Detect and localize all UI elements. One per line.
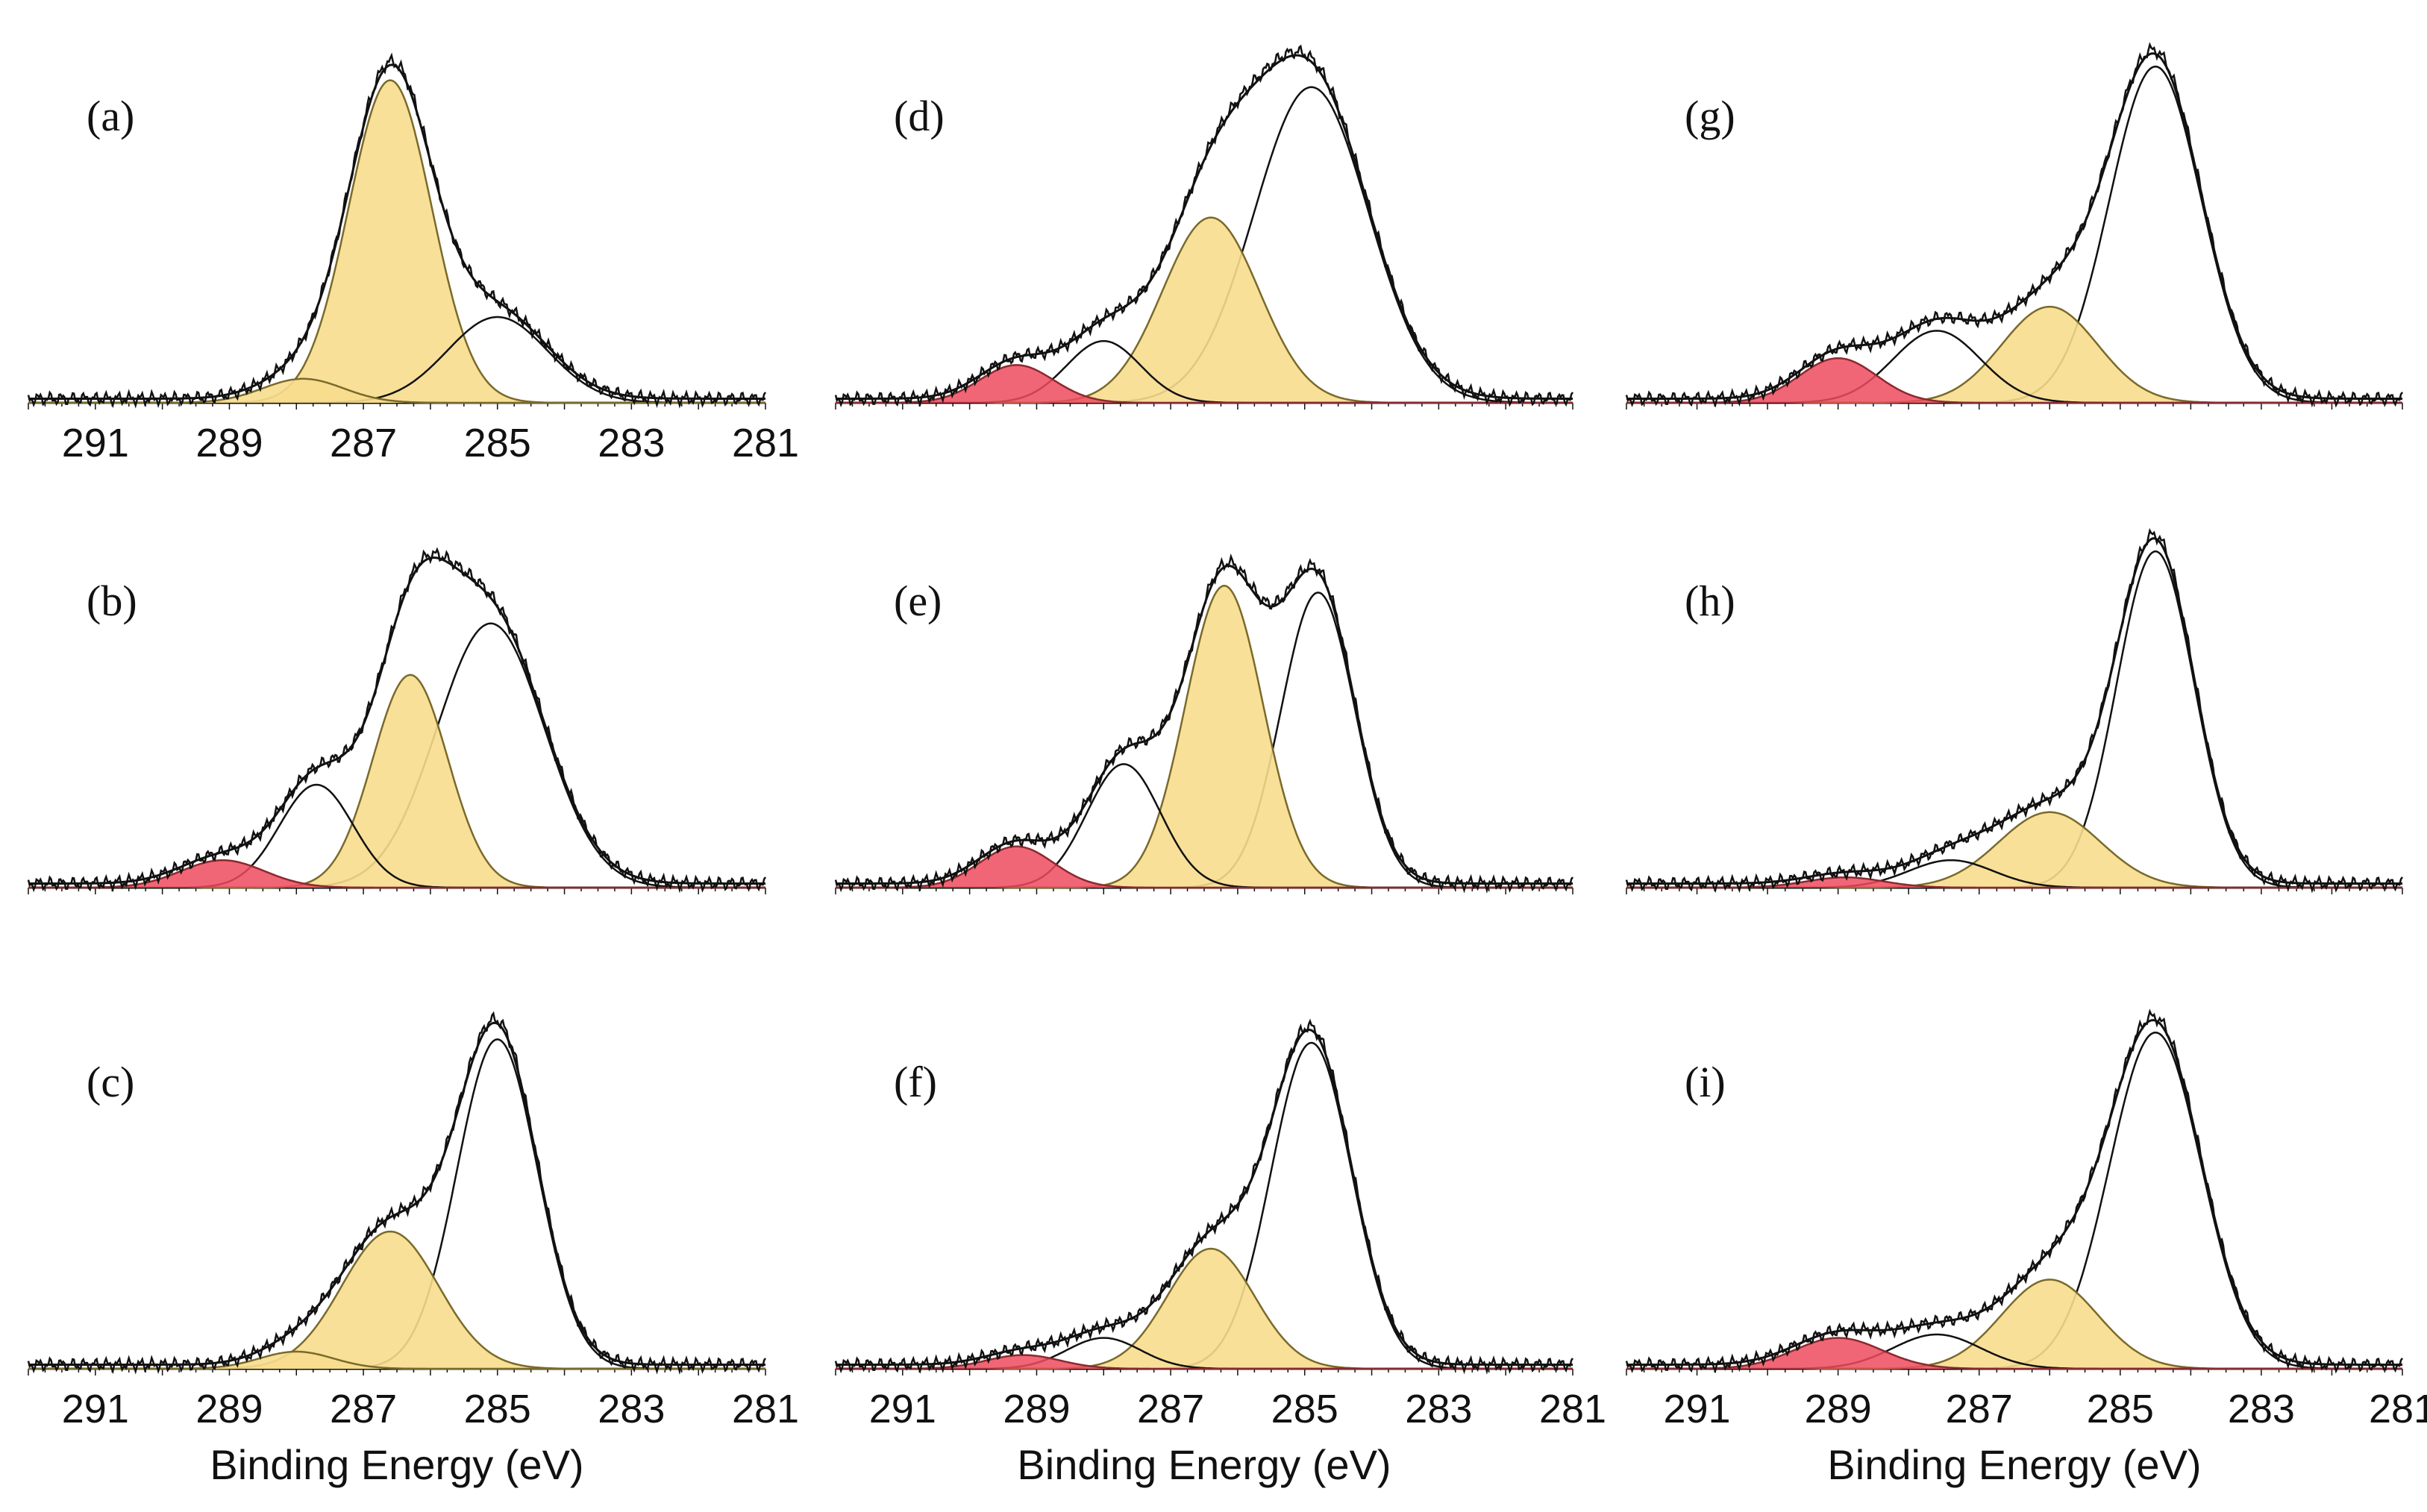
x-tick-label: 291 (1663, 1387, 1730, 1431)
x-tick-label: 287 (330, 421, 397, 465)
component-peak-fill-3 (836, 846, 1573, 888)
panel-0: (a) 291 289 287 285 283 281 (27, 52, 799, 465)
panel-label: (e) (894, 577, 942, 625)
panel-4: (e) (834, 553, 1574, 894)
component-peak-3 (836, 845, 1573, 889)
x-tick-label: 287 (330, 1387, 397, 1431)
x-tick-label: 283 (598, 421, 665, 465)
x-tick-label: 285 (1271, 1387, 1338, 1431)
panel-label: (a) (87, 92, 134, 140)
raw-spectrum (834, 553, 1574, 894)
panel-label: (c) (87, 1058, 134, 1106)
raw-spectrum (27, 52, 767, 409)
panel-label: (i) (1685, 1058, 1726, 1106)
raw-spectrum (27, 1011, 767, 1375)
x-tick-label: 287 (1946, 1387, 2013, 1431)
x-tick-label: 291 (62, 1387, 129, 1431)
component-peak-2 (28, 377, 765, 404)
component-peak-fill-1 (1626, 307, 2402, 403)
panel-3: (b) (27, 547, 767, 894)
x-tick-label: 281 (732, 1387, 799, 1431)
panel-label: (h) (1685, 577, 1735, 625)
component-peak-fill-1 (1626, 812, 2402, 888)
component-peak-3 (1626, 357, 2402, 404)
panel-label: (d) (894, 92, 945, 140)
x-tick-label: 283 (2228, 1387, 2295, 1431)
component-peak-fill-3 (836, 1355, 1573, 1369)
component-peak-3 (1626, 876, 2402, 889)
panel-2: (g) (1625, 42, 2404, 410)
panel-8: (i) 291 289 287 285 283 281 Binding Energy (eV) (1625, 1008, 2427, 1488)
component-peak-fill-3 (1626, 1337, 2402, 1369)
x-tick-label: 283 (598, 1387, 665, 1431)
raw-spectrum (27, 547, 767, 894)
component-peak-fill-1 (836, 586, 1573, 888)
component-peak-3 (1626, 1337, 2402, 1370)
component-peak-fill-1 (1626, 1279, 2402, 1369)
component-peak-fill-1 (28, 674, 765, 888)
component-peak-fill-1 (28, 1232, 765, 1369)
x-tick-label: 289 (195, 421, 263, 465)
panel-label: (b) (87, 577, 137, 625)
x-tick-label: 289 (195, 1387, 263, 1431)
x-tick-label: 285 (2087, 1387, 2154, 1431)
raw-spectrum (1625, 42, 2404, 408)
panel-label: (g) (1685, 92, 1735, 140)
x-tick-label: 281 (1539, 1387, 1606, 1431)
x-tick-label: 291 (869, 1387, 936, 1431)
raw-spectrum (834, 44, 1574, 408)
x-tick-label: 281 (732, 421, 799, 465)
component-peak-fill-1 (836, 217, 1573, 403)
panel-6: (c) 291 289 287 285 283 281 Binding Energy (eV) (27, 1011, 799, 1488)
component-peak-fill-3 (836, 365, 1573, 403)
x-tick-label: 285 (464, 421, 531, 465)
x-axis-title: Binding Energy (eV) (1827, 1441, 2201, 1488)
component-peak-3 (836, 1354, 1573, 1370)
x-tick-label: 291 (62, 421, 129, 465)
x-tick-label: 289 (1003, 1387, 1070, 1431)
component-peak-3 (836, 364, 1573, 404)
x-tick-label: 289 (1805, 1387, 1872, 1431)
component-peak-fill-3 (28, 860, 765, 888)
panel-5: (h) (1625, 527, 2404, 894)
component-peak-fill-1 (836, 1249, 1573, 1369)
panel-7: (f) 291 289 287 285 283 281 Binding Energy (eV) (834, 1018, 1606, 1488)
component-peak-3 (28, 859, 765, 889)
raw-spectrum (834, 1018, 1574, 1375)
x-tick-label: 285 (464, 1387, 531, 1431)
panel-label: (f) (894, 1058, 937, 1106)
x-axis-title: Binding Energy (eV) (210, 1441, 583, 1488)
panel-1: (d) (834, 44, 1574, 410)
component-peak-fill-3 (1626, 358, 2402, 403)
raw-spectrum (1625, 527, 2404, 894)
x-tick-label: 287 (1137, 1387, 1204, 1431)
x-tick-label: 281 (2369, 1387, 2427, 1431)
component-peak-fill-0 (28, 80, 765, 403)
x-tick-label: 283 (1405, 1387, 1472, 1431)
x-axis-title: Binding Energy (eV) (1017, 1441, 1391, 1488)
raw-spectrum (1625, 1008, 2404, 1374)
component-peak-2 (28, 1350, 765, 1370)
